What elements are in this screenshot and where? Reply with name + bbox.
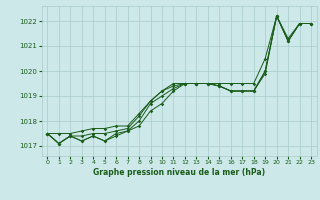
X-axis label: Graphe pression niveau de la mer (hPa): Graphe pression niveau de la mer (hPa) xyxy=(93,168,265,177)
